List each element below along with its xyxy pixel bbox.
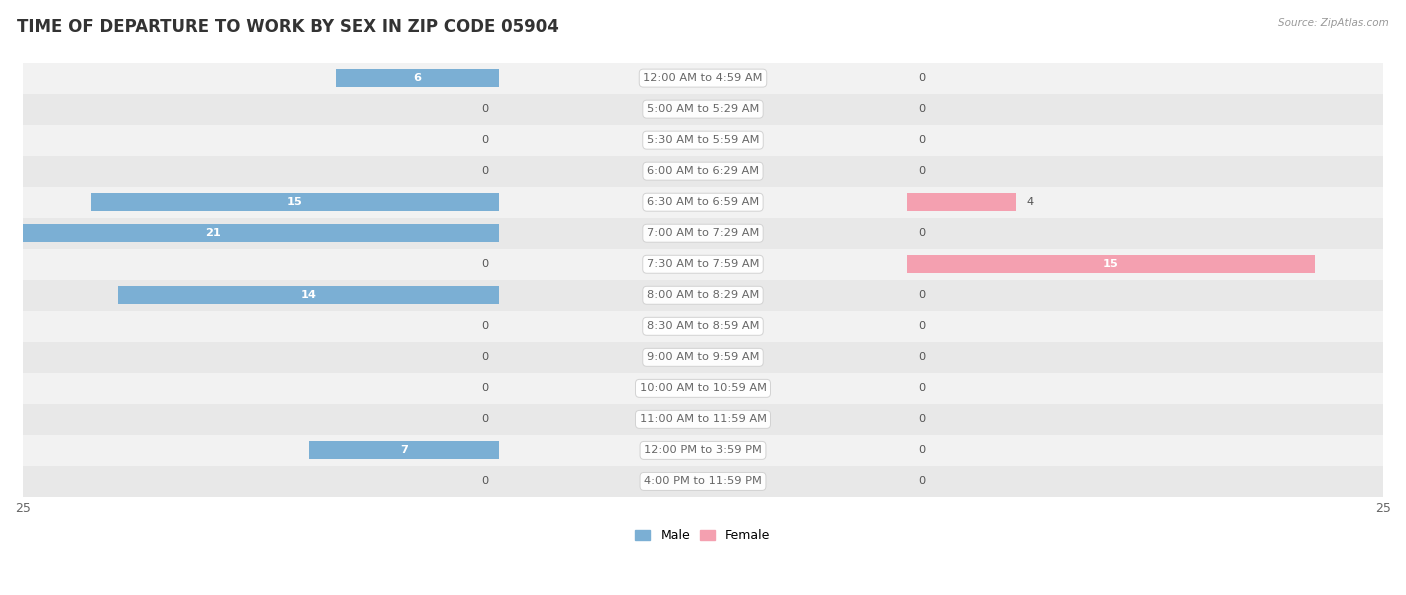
Text: 6:30 AM to 6:59 AM: 6:30 AM to 6:59 AM — [647, 197, 759, 207]
Legend: Male, Female: Male, Female — [630, 524, 776, 547]
Bar — [22, 342, 1384, 373]
Bar — [22, 373, 1384, 404]
Text: 0: 0 — [481, 259, 488, 270]
Text: 0: 0 — [918, 352, 925, 362]
Text: 0: 0 — [918, 228, 925, 238]
Text: 12:00 AM to 4:59 AM: 12:00 AM to 4:59 AM — [644, 73, 762, 83]
Text: 0: 0 — [918, 383, 925, 393]
Text: 15: 15 — [1104, 259, 1119, 270]
Bar — [308, 441, 499, 459]
Text: 0: 0 — [481, 166, 488, 176]
Text: 10:00 AM to 10:59 AM: 10:00 AM to 10:59 AM — [640, 383, 766, 393]
Bar — [22, 249, 1384, 280]
Text: 0: 0 — [918, 104, 925, 114]
Text: 14: 14 — [301, 290, 316, 300]
Bar — [22, 93, 1384, 124]
Text: 6: 6 — [413, 73, 422, 83]
Text: 7:00 AM to 7:29 AM: 7:00 AM to 7:29 AM — [647, 228, 759, 238]
Bar — [118, 286, 499, 304]
Bar — [91, 193, 499, 211]
Text: Source: ZipAtlas.com: Source: ZipAtlas.com — [1278, 18, 1389, 28]
Text: 0: 0 — [918, 135, 925, 145]
Bar — [22, 156, 1384, 187]
Bar — [22, 218, 1384, 249]
Bar — [907, 193, 1015, 211]
Text: 0: 0 — [481, 477, 488, 487]
Text: 7: 7 — [399, 446, 408, 455]
Text: 0: 0 — [481, 135, 488, 145]
Bar — [22, 311, 1384, 342]
Text: 6:00 AM to 6:29 AM: 6:00 AM to 6:29 AM — [647, 166, 759, 176]
Text: 11:00 AM to 11:59 AM: 11:00 AM to 11:59 AM — [640, 414, 766, 424]
Text: 0: 0 — [918, 290, 925, 300]
Bar — [22, 404, 1384, 435]
Text: 0: 0 — [918, 446, 925, 455]
Text: 5:30 AM to 5:59 AM: 5:30 AM to 5:59 AM — [647, 135, 759, 145]
Text: 0: 0 — [918, 73, 925, 83]
Text: 0: 0 — [918, 477, 925, 487]
Bar — [22, 280, 1384, 311]
Bar — [0, 224, 499, 242]
Bar — [22, 62, 1384, 93]
Text: 15: 15 — [287, 197, 302, 207]
Text: 0: 0 — [918, 321, 925, 331]
Text: 4: 4 — [1026, 197, 1033, 207]
Bar — [907, 255, 1315, 273]
Text: 4:00 PM to 11:59 PM: 4:00 PM to 11:59 PM — [644, 477, 762, 487]
Bar — [22, 435, 1384, 466]
Text: 21: 21 — [205, 228, 221, 238]
Text: 8:00 AM to 8:29 AM: 8:00 AM to 8:29 AM — [647, 290, 759, 300]
Text: 0: 0 — [481, 104, 488, 114]
Text: 0: 0 — [481, 321, 488, 331]
Bar — [22, 466, 1384, 497]
Text: 0: 0 — [481, 352, 488, 362]
Text: 0: 0 — [481, 383, 488, 393]
Text: 7:30 AM to 7:59 AM: 7:30 AM to 7:59 AM — [647, 259, 759, 270]
Bar — [22, 124, 1384, 156]
Bar — [336, 69, 499, 87]
Text: 0: 0 — [918, 166, 925, 176]
Text: 5:00 AM to 5:29 AM: 5:00 AM to 5:29 AM — [647, 104, 759, 114]
Text: 0: 0 — [918, 414, 925, 424]
Text: 0: 0 — [481, 414, 488, 424]
Text: 8:30 AM to 8:59 AM: 8:30 AM to 8:59 AM — [647, 321, 759, 331]
Text: 12:00 PM to 3:59 PM: 12:00 PM to 3:59 PM — [644, 446, 762, 455]
Bar — [22, 187, 1384, 218]
Text: 9:00 AM to 9:59 AM: 9:00 AM to 9:59 AM — [647, 352, 759, 362]
Text: TIME OF DEPARTURE TO WORK BY SEX IN ZIP CODE 05904: TIME OF DEPARTURE TO WORK BY SEX IN ZIP … — [17, 18, 558, 36]
